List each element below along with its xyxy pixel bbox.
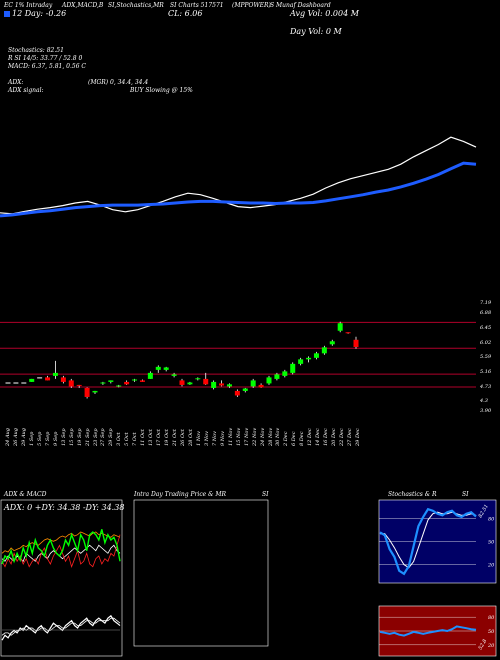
- candle-body-14: [116, 385, 122, 387]
- candle-body-33: [266, 377, 272, 384]
- candle-body-43: [345, 332, 351, 334]
- stoch-tick-label: 80: [488, 516, 495, 522]
- header-title-3: SI,Stochastics,MR: [108, 2, 164, 9]
- header-title-2: ADX,MACD,B: [62, 2, 104, 9]
- candle-body-27: [219, 383, 225, 386]
- stoch-si-label: SI: [462, 491, 469, 498]
- candle-body-40: [321, 347, 327, 354]
- range-label: 12 Day: -0.26: [12, 9, 67, 18]
- candle-body-35: [282, 371, 288, 376]
- price-tick-label: 6.45: [480, 325, 492, 331]
- header-title-6: S Munaf Dashboard: [270, 2, 331, 9]
- adx-macd-title: ADX & MACD: [4, 491, 47, 498]
- candle-body-37: [298, 359, 304, 364]
- stoch-line: [379, 507, 477, 576]
- candle-body-28: [226, 384, 232, 387]
- candle-body-41: [329, 341, 335, 345]
- day-vol-label: Day Vol: 0 M: [290, 27, 342, 36]
- candle-body-10: [84, 387, 90, 397]
- price-tick-label: 6.02: [480, 340, 492, 346]
- stoch-tick-label: 50: [488, 540, 495, 546]
- candle-body-32: [258, 384, 264, 388]
- candle-body-24: [195, 378, 201, 380]
- macd-readout: MACD: 6.37, 5.81, 0.56 C: [8, 63, 87, 70]
- stoch-tick-label: 20: [487, 563, 495, 569]
- candle-body-39: [313, 353, 319, 358]
- candle-body-30: [242, 388, 248, 391]
- candle-body-7: [60, 377, 66, 382]
- price-chart: [0, 136, 477, 399]
- stochastics-readout: Stochastics: 82.51: [8, 47, 64, 54]
- price-tick-label: 5.59: [480, 354, 492, 360]
- ema-legend-swatch: [4, 11, 10, 17]
- candle-body-6: [52, 372, 58, 376]
- candle-body-26: [211, 381, 217, 388]
- candle-body-16: [132, 379, 138, 381]
- candle-body-42: [337, 323, 343, 331]
- candle-body-18: [147, 372, 153, 379]
- adx-signal-value: BUY Slowing @ 15%: [130, 87, 193, 94]
- candle-body-8: [68, 380, 74, 387]
- stoch-title: Stochastics & R: [388, 491, 437, 498]
- adx-label: ADX:: [8, 79, 24, 86]
- rsi-line: [379, 625, 477, 637]
- stoch-signal-line: [380, 511, 477, 569]
- ema-line: [0, 161, 477, 218]
- candle-body-44: [353, 339, 359, 348]
- candle-body-20: [163, 367, 169, 370]
- candle-body-19: [155, 366, 161, 370]
- price-tick-label: 6.88: [480, 310, 492, 316]
- intraday-title: Intra Day Trading Price & MR: [134, 491, 227, 498]
- price-tick-label: 4.73: [480, 384, 492, 390]
- candle-body-17: [139, 380, 145, 382]
- candle-body-36: [290, 363, 296, 373]
- price-tick-label: 7.19: [480, 300, 492, 306]
- candle-body-13: [108, 380, 114, 382]
- close-label: CL: 6.06: [168, 9, 203, 18]
- candle-body-9: [76, 384, 82, 386]
- intraday-si-label: SI: [262, 491, 269, 498]
- macd-line: [1, 614, 121, 641]
- avg-vol-label: Avg Vol: 0.004 M: [290, 9, 359, 18]
- plus-di-line: [1, 529, 121, 565]
- price-tick-label: 5.16: [480, 369, 492, 375]
- rsi-tick-label: 80: [488, 615, 495, 621]
- candle-body-25: [203, 378, 209, 385]
- candle-body-3: [29, 378, 35, 382]
- candle-body-1: [13, 382, 19, 384]
- adx-readout: ADX: 0 +DY: 34.38 -DY: 34.38: [4, 503, 125, 512]
- rsi-tick-label: 20: [487, 643, 495, 649]
- header-title-4: SI Charts 517571: [170, 2, 224, 9]
- candle-body-23: [187, 382, 193, 385]
- rsi-value-label: 52.8: [478, 638, 489, 651]
- candle-body-2: [21, 382, 27, 384]
- intraday-frame: [133, 499, 269, 647]
- adx-value: (MGR) 0, 34.4, 34.4: [88, 79, 149, 86]
- candle-body-29: [234, 390, 240, 396]
- adx-macd-frame: [0, 499, 123, 657]
- rsi-tick-label: 50: [488, 629, 495, 635]
- minus-di-line: [1, 534, 121, 568]
- candle-body-11: [92, 390, 98, 393]
- price-tick-label: 3.90: [480, 408, 492, 414]
- candle-body-4: [37, 377, 43, 379]
- adx-signal-label: ADX signal:: [8, 87, 44, 94]
- candle-body-5: [45, 377, 51, 381]
- rsi-readout: R SI 14/5: 33.77 / 52.8 0: [8, 55, 83, 62]
- candle-body-38: [306, 357, 312, 360]
- header-title-5: (MPPOWER): [232, 2, 271, 9]
- candle-body-22: [179, 380, 185, 385]
- price-tick-label: 4.3: [480, 398, 488, 404]
- price-line: [0, 136, 477, 215]
- candle-body-0: [5, 382, 11, 384]
- candle-body-12: [100, 382, 106, 384]
- candle-body-15: [124, 381, 130, 385]
- candle-body-34: [274, 374, 280, 379]
- candle-body-31: [250, 380, 256, 387]
- candle-body-21: [171, 374, 177, 376]
- header-title-1: EC 1% Intraday: [4, 2, 53, 9]
